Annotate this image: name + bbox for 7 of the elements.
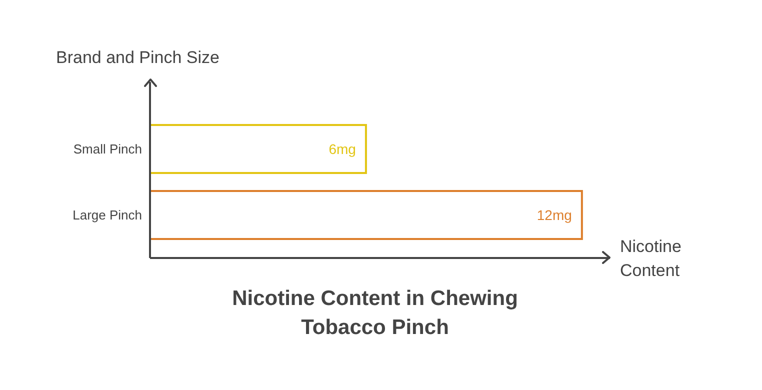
data-label: 6mg <box>328 141 356 157</box>
y-axis-title: Brand and Pinch Size <box>56 48 220 68</box>
y-tick-label: Large Pinch <box>72 208 142 223</box>
text: Nicotine Content in Chewing Tobacco Pinch <box>231 286 519 341</box>
data-label: 12mg <box>536 207 572 223</box>
x-axis-title: Nicotine Content <box>620 236 682 282</box>
y-tick-label: Small Pinch <box>73 142 142 157</box>
